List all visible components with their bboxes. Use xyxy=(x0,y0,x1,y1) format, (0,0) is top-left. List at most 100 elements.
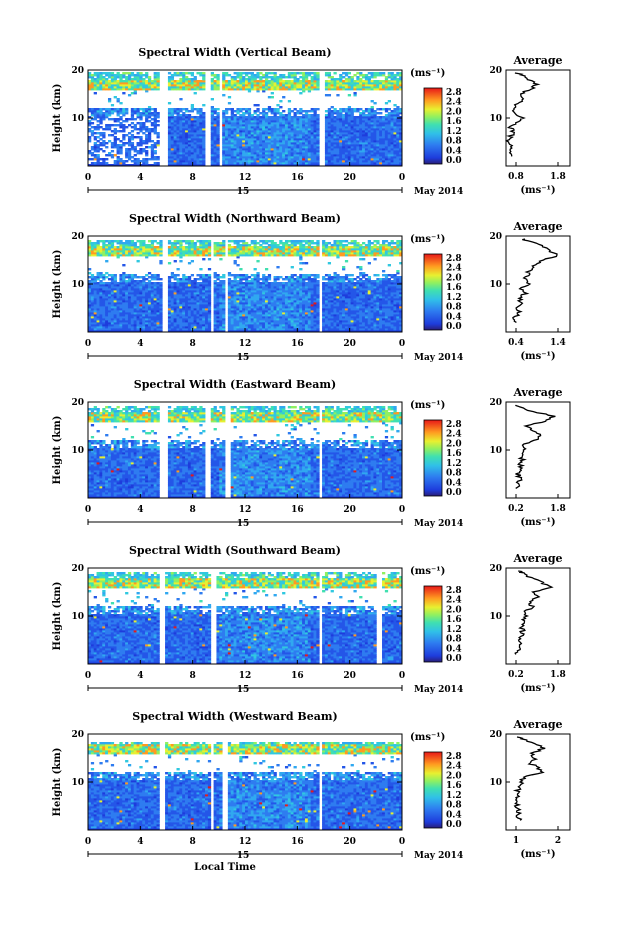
heatmap-cell xyxy=(190,140,195,143)
heatmap-cell xyxy=(88,76,92,79)
heatmap-cell xyxy=(136,280,140,283)
heatmap-cell xyxy=(236,164,240,167)
heatmap-cell xyxy=(173,120,177,123)
heatmap-cell xyxy=(187,122,192,125)
heatmap-cell xyxy=(173,162,177,165)
heatmap-cell xyxy=(167,144,172,147)
heatmap-cell xyxy=(136,116,140,119)
heatmap-cell xyxy=(133,126,137,129)
heatmap-cell xyxy=(150,158,155,161)
heatmap-cell xyxy=(213,280,217,283)
heatmap-cell xyxy=(256,86,260,89)
heatmap-cell xyxy=(187,240,192,243)
heatmap-cell xyxy=(253,74,257,77)
heatmap-cell xyxy=(239,110,243,113)
heatmap-cell xyxy=(202,118,206,121)
heatmap-cell xyxy=(202,144,206,147)
heatmap-cell xyxy=(136,86,140,89)
heatmap-cell xyxy=(99,114,103,117)
heatmap-cell xyxy=(182,82,186,85)
heatmap-cell xyxy=(153,114,157,117)
heatmap-cell xyxy=(299,92,303,95)
heatmap-cell xyxy=(264,108,269,111)
heatmap-cell xyxy=(136,122,140,125)
heatmap-cell xyxy=(107,152,112,155)
heatmap-cell xyxy=(110,144,115,147)
heatmap-cell xyxy=(176,116,180,119)
heatmap-cell xyxy=(216,146,220,149)
heatmap-cell xyxy=(119,82,123,85)
heatmap-cell xyxy=(153,146,157,149)
heatmap-cell xyxy=(96,112,100,115)
heatmap-cell xyxy=(127,84,132,87)
heatmap-cell xyxy=(176,128,180,131)
heatmap-cell xyxy=(145,108,149,111)
heatmap-cell xyxy=(216,128,220,131)
heatmap-cell xyxy=(173,136,177,139)
heatmap-cell xyxy=(127,118,132,121)
heatmap-cell xyxy=(147,132,152,135)
heatmap-cell xyxy=(173,140,177,143)
heatmap-cell xyxy=(153,74,157,77)
heatmap-cell xyxy=(202,158,206,161)
heatmap-cell xyxy=(139,82,143,85)
heatmap-cell xyxy=(179,86,183,89)
heatmap-cell xyxy=(222,156,226,159)
heatmap-cell xyxy=(133,82,137,85)
heatmap-cell xyxy=(122,82,126,85)
heatmap-cell xyxy=(190,118,195,121)
heatmap-cell xyxy=(113,96,117,99)
heatmap-cell xyxy=(122,162,126,165)
heatmap-cell xyxy=(179,144,183,147)
heatmap-cell xyxy=(173,122,177,125)
heatmap-cell xyxy=(179,122,183,125)
heatmap-cell xyxy=(170,74,175,77)
heatmap-cell xyxy=(96,108,100,111)
heatmap-cell xyxy=(213,116,217,119)
heatmap-cell xyxy=(239,130,243,133)
heatmap-cell xyxy=(167,122,172,125)
heatmap-cell xyxy=(179,118,183,121)
heatmap-cell xyxy=(96,78,100,81)
heatmap-cell xyxy=(133,112,137,115)
heatmap-cell xyxy=(190,280,195,283)
heatmap-cell xyxy=(262,148,266,151)
heatmap-cell xyxy=(133,242,137,245)
heatmap-cell xyxy=(216,162,220,165)
heatmap-cell xyxy=(227,84,232,87)
heatmap-cell xyxy=(196,132,200,135)
heatmap-cell xyxy=(176,160,180,163)
heatmap-cell xyxy=(113,132,117,135)
heatmap-cell xyxy=(193,138,197,141)
heatmap-cell xyxy=(93,128,97,131)
heatmap-cell xyxy=(256,162,260,165)
heatmap-cell xyxy=(387,108,391,111)
heatmap-cell xyxy=(384,108,389,111)
heatmap-cell xyxy=(253,138,257,141)
heatmap-cell xyxy=(119,116,123,119)
heatmap-cell xyxy=(113,84,117,87)
heatmap-cell xyxy=(202,146,206,149)
heatmap-cell xyxy=(173,260,177,263)
heatmap-cell xyxy=(176,84,180,87)
heatmap-cell xyxy=(239,88,243,91)
heatmap-cell xyxy=(145,278,149,281)
heatmap-cell xyxy=(147,240,152,243)
date-label: May 2014 xyxy=(414,187,463,197)
heatmap-cell xyxy=(202,76,206,79)
heatmap-cell xyxy=(239,128,243,131)
heatmap-cell xyxy=(179,130,183,133)
heatmap-cell xyxy=(222,116,226,119)
heatmap-cell xyxy=(202,152,206,155)
heatmap-cell xyxy=(199,110,203,113)
heatmap-cell xyxy=(256,160,260,163)
heatmap-cell xyxy=(133,150,137,153)
heatmap-cell xyxy=(139,144,143,147)
heatmap-cell xyxy=(239,156,243,159)
heatmap-cell xyxy=(196,148,200,151)
heatmap-cell xyxy=(230,116,234,119)
heatmap-cell xyxy=(107,126,112,129)
heatmap-cell xyxy=(142,148,146,151)
heatmap-cell xyxy=(116,138,120,141)
heatmap-cell xyxy=(96,240,100,243)
